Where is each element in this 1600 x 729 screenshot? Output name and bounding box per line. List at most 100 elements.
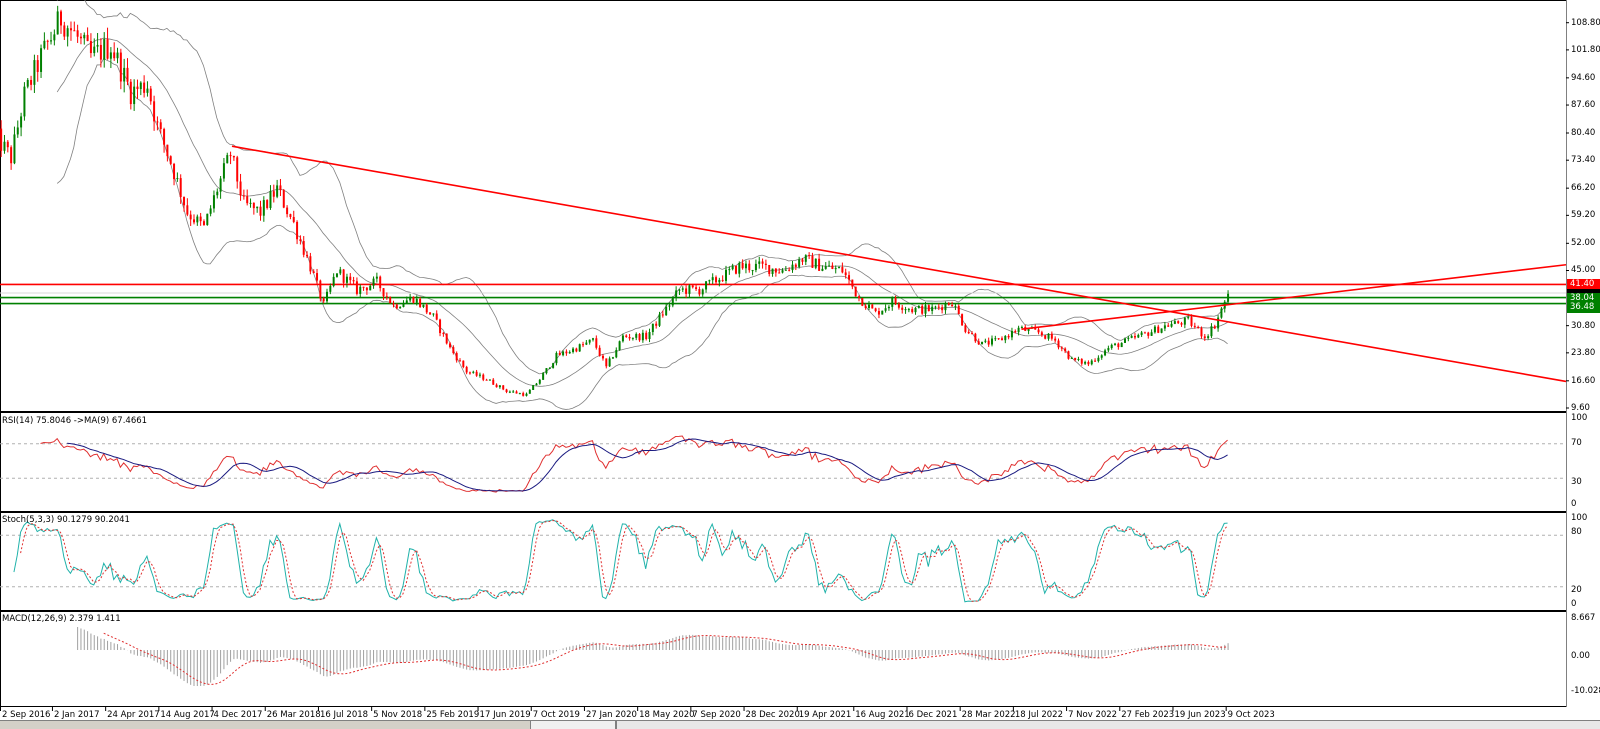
candle [23,86,26,117]
candle [838,267,841,269]
candle [502,385,505,390]
candle [924,305,927,314]
candle [66,28,69,37]
candle [954,305,957,307]
rsi-line [40,435,1228,493]
candle [894,298,897,304]
candle [1040,332,1043,336]
candle [808,255,811,257]
candle [874,308,877,312]
candle [375,276,378,279]
candle [994,338,997,340]
date-tick: 19 Apr 2021 [798,710,852,720]
candle [485,379,488,381]
candle [1074,357,1077,360]
bollinger-middle [56,37,1228,387]
candle [1107,348,1110,351]
horizontal-levels[interactable] [0,283,1566,305]
rsi-tick-0: 0 [1571,499,1577,509]
price-tick: 45.00 [1571,265,1596,276]
candle [798,259,801,267]
candle [575,348,578,352]
candle [372,278,375,286]
candle [818,258,821,271]
candle [20,116,23,128]
candle [236,157,239,182]
candle [109,52,112,59]
candle [256,206,259,209]
candle [748,263,751,271]
candle [276,185,279,197]
price-tick: 108.80 [1571,17,1600,28]
candle [572,348,575,353]
candle [661,314,664,316]
candle [548,367,551,369]
chart-tab[interactable] [530,721,616,729]
candle [1124,338,1126,343]
candle [901,307,904,310]
candle [239,181,242,196]
candle [967,331,970,334]
candle [1160,328,1163,333]
candle [302,241,305,255]
candle [917,305,920,308]
candle [505,389,508,393]
date-tick: 28 Mar 2022 [961,710,1016,720]
candle [1017,327,1020,333]
candle [651,323,654,333]
candle [133,86,136,105]
candle [389,297,392,304]
candle [708,280,711,282]
price-tick: 80.40 [1571,128,1596,138]
candle [804,255,807,262]
candle [1207,336,1210,339]
candle [535,383,538,386]
candle [1220,308,1223,318]
candle [53,34,56,41]
date-tick: 7 Oct 2019 [532,710,580,720]
candle [1080,358,1083,364]
candle [814,258,817,268]
candle [219,178,222,192]
candle [1210,326,1213,337]
date-tick: 24 Apr 2017 [107,710,160,720]
candle [86,34,89,42]
candle [508,391,511,393]
date-tick: 17 Jun 2019 [479,710,531,720]
candle [848,275,851,280]
candle [289,214,292,217]
candle [542,373,545,380]
candle [824,266,827,269]
candle [246,196,249,204]
candle [69,28,72,31]
trendlines[interactable] [231,145,1567,383]
candle [89,41,92,54]
candle [784,269,787,271]
candle [103,39,106,60]
date-tick: 7 Nov 2022 [1068,710,1118,720]
macd-tick-max: 8.667 [1571,613,1596,623]
candle [758,261,761,264]
candle [3,141,6,151]
stoch-pane [0,519,1566,603]
date-tick: 16 Aug 2021 [855,710,910,720]
chart-tab[interactable] [616,721,1600,729]
candle [193,219,195,223]
candle [402,303,405,307]
candle [495,384,498,388]
candle [1183,317,1186,325]
candle [1217,317,1220,329]
candle [754,263,757,271]
candle [897,303,900,308]
candle [618,341,621,350]
candle [202,221,205,225]
candle [319,280,322,299]
candle [452,347,455,354]
stoch-k-line [13,519,1228,603]
candle [1020,326,1023,328]
pane-frames [0,0,1569,711]
candle [778,272,781,274]
candle [159,122,162,130]
candle [249,202,252,204]
